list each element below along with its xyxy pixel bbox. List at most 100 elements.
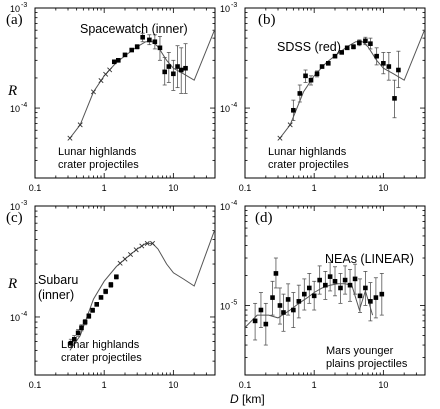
model-marker — [144, 240, 150, 246]
data-point — [351, 44, 356, 50]
data-point — [273, 271, 279, 276]
data-point — [270, 295, 275, 300]
y-tick-exponent: -3 — [21, 2, 27, 9]
model-curve — [279, 28, 425, 139]
data-point — [311, 293, 317, 299]
data-point — [332, 53, 338, 59]
panel-title: Subaru — [38, 273, 78, 287]
data-point — [338, 285, 343, 291]
data-point — [68, 340, 74, 346]
panel-annotation: plains projectiles — [326, 358, 408, 370]
data-point — [108, 282, 114, 288]
data-point — [368, 41, 373, 46]
model-marker — [117, 260, 123, 266]
model-curve — [69, 28, 215, 139]
panel-annotation: Lunar highlands — [58, 146, 137, 158]
data-point — [297, 91, 303, 96]
y-tick-exponent: -3 — [21, 200, 27, 207]
model-marker — [107, 67, 113, 73]
data-point — [152, 39, 158, 45]
panel-title: Spacewatch (inner) — [80, 22, 188, 36]
model-marker — [127, 251, 133, 257]
data-point — [157, 45, 163, 51]
x-axis-variable: D — [230, 392, 242, 406]
data-point — [327, 274, 333, 279]
y-tick-label: 10 — [10, 202, 20, 212]
model-marker — [150, 240, 156, 246]
model-marker — [277, 135, 283, 141]
panel-annotation: Lunar highlands — [268, 146, 347, 158]
panel-title: NEAs (LINEAR) — [325, 252, 414, 266]
y-tick-label: 10 — [220, 202, 230, 212]
data-point — [134, 44, 140, 50]
y-tick-exponent: -4 — [21, 311, 27, 318]
model-marker — [103, 71, 109, 77]
data-point — [357, 293, 363, 299]
y-axis-label: R — [7, 83, 17, 99]
y-tick-exponent: -3 — [231, 2, 237, 9]
data-point — [323, 282, 328, 288]
data-point — [302, 291, 307, 297]
data-point — [175, 64, 180, 69]
data-point — [374, 53, 379, 59]
data-point — [90, 307, 95, 313]
panel-label: (b) — [258, 12, 276, 28]
data-point — [352, 276, 358, 282]
panel-label: (d) — [255, 210, 273, 226]
data-point — [325, 61, 331, 66]
data-point — [285, 297, 291, 302]
data-point — [373, 295, 379, 300]
y-tick-exponent: -5 — [231, 299, 237, 306]
y-tick-label: 10 — [220, 4, 230, 14]
data-point — [281, 310, 286, 315]
x-tick-label: 0.1 — [239, 183, 252, 193]
y-tick-label: 10 — [10, 4, 20, 14]
data-point — [379, 291, 385, 297]
data-point — [114, 274, 119, 280]
data-point — [342, 277, 348, 283]
data-point — [314, 71, 320, 77]
data-point — [381, 61, 386, 66]
data-point — [396, 67, 401, 73]
x-axis-label: D [km] — [230, 392, 265, 406]
data-point — [392, 96, 397, 101]
data-point — [252, 318, 258, 324]
x-tick-label: 0.1 — [29, 183, 42, 193]
x-tick-label: 1 — [312, 380, 317, 390]
data-point — [171, 71, 176, 77]
data-point — [82, 319, 88, 325]
panel-label: (c) — [6, 210, 23, 226]
y-tick-exponent: -4 — [21, 102, 27, 109]
data-point — [86, 313, 92, 319]
data-point — [291, 307, 296, 313]
y-tick-label: 10 — [10, 104, 20, 114]
data-point — [368, 299, 373, 304]
x-tick-label: 10 — [378, 380, 388, 390]
data-point — [332, 278, 338, 284]
data-point — [308, 77, 314, 83]
data-point — [94, 302, 100, 307]
data-point — [347, 282, 353, 288]
x-tick-label: 1 — [102, 183, 107, 193]
y-axis-label: R — [7, 276, 17, 292]
data-point — [306, 285, 312, 291]
y-tick-exponent: -4 — [231, 102, 237, 109]
model-marker — [287, 122, 293, 128]
model-marker — [139, 243, 145, 249]
data-point — [317, 277, 322, 283]
data-point — [79, 325, 84, 331]
data-point — [357, 40, 362, 45]
data-point — [344, 45, 350, 51]
data-point — [129, 47, 135, 53]
data-point — [277, 303, 283, 308]
x-axis-unit: [km] — [242, 392, 265, 406]
data-point — [263, 321, 269, 327]
x-tick-label: 0.1 — [29, 380, 42, 390]
data-point — [166, 64, 172, 69]
panel-annotation: Lunar highlands — [61, 339, 140, 351]
